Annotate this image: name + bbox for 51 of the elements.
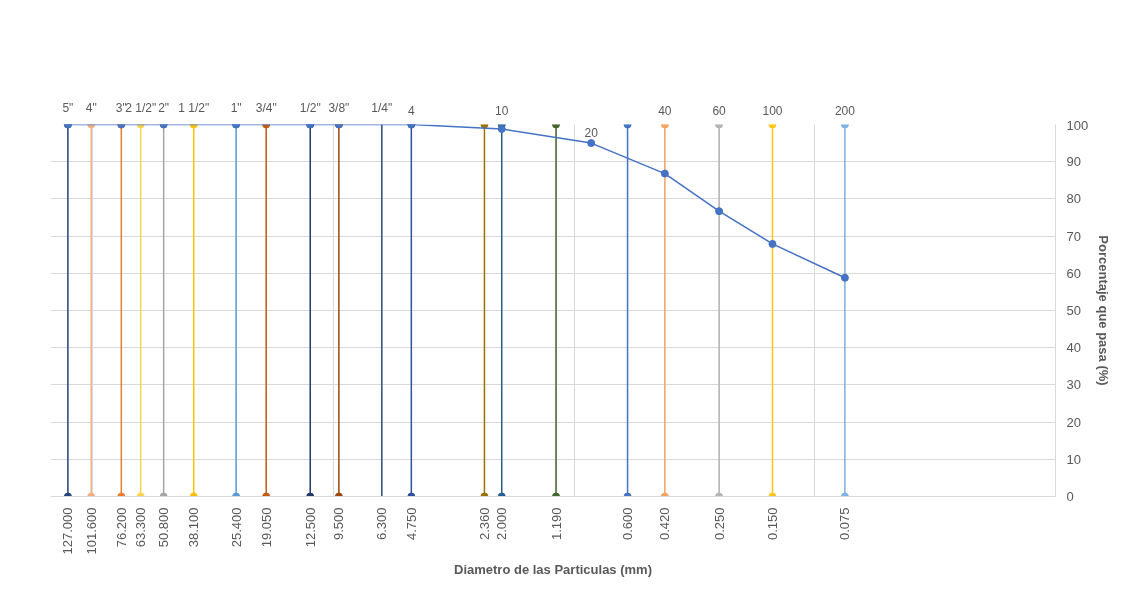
y-tick-label: 70 (1066, 228, 1081, 244)
annotation: 2" (158, 100, 170, 115)
x-tick-label: 9.500 (331, 507, 347, 541)
y-axis-title: Porcentaje que pasa (%) (1096, 235, 1112, 386)
y-tick-label: 10 (1066, 451, 1081, 467)
x-tick-label: 2.000 (494, 507, 510, 541)
y-tick-label: 100 (1066, 117, 1089, 133)
x-tick-label: 1.190 (548, 507, 564, 541)
y-tick-label: 40 (1066, 340, 1081, 356)
annotation: 200 (834, 103, 856, 118)
annotation: 4 (408, 103, 415, 118)
x-tick-label: 4.750 (403, 507, 419, 541)
x-tick-label: 50.800 (156, 507, 172, 548)
annotation: 1/2" (299, 100, 321, 115)
x-tick-label: 0.600 (620, 507, 636, 541)
y-tick-label: 60 (1066, 265, 1081, 281)
annotation: 5" (62, 100, 74, 115)
x-tick-label: 101.600 (83, 507, 99, 555)
x-tick-label: 25.400 (228, 507, 244, 548)
x-tick-label: 12.500 (302, 507, 318, 548)
x-tick-label: 76.200 (113, 507, 129, 548)
annotation: 1 1/2" (178, 100, 210, 115)
annotation: 100 (762, 103, 783, 118)
annotation: 60 (712, 103, 727, 118)
y-tick-label: 20 (1066, 414, 1081, 430)
annotation: 10 (495, 103, 509, 118)
x-tick-label: 2.360 (476, 507, 492, 541)
annotation: 3/8" (328, 100, 350, 115)
x-tick-label: 0.075 (837, 507, 853, 541)
x-tick-label: 63.300 (133, 507, 149, 548)
annotation: 4" (85, 100, 97, 115)
annotation: 3/4" (255, 100, 277, 115)
x-tick-label: 127.000 (60, 507, 76, 555)
annotation: 1" (230, 100, 242, 115)
y-tick-label: 50 (1066, 303, 1081, 318)
y-tick-label: 90 (1066, 154, 1081, 170)
x-tick-label: 19.050 (258, 507, 274, 548)
y-tick-label: 0 (1066, 489, 1074, 504)
x-tick-label: 0.420 (657, 507, 673, 541)
annotation: 40 (658, 103, 672, 118)
x-tick-label: 0.150 (764, 507, 780, 541)
annotation: 3" (115, 100, 127, 115)
x-axis-title: Diametro de las Particulas (mm) (454, 562, 652, 578)
y-tick-label: 80 (1066, 191, 1081, 207)
x-tick-label: 38.100 (186, 507, 202, 548)
annotation: 1/4" (371, 100, 393, 115)
annotation: 2 1/2" (125, 100, 157, 115)
annotation: 20 (584, 126, 599, 141)
y-tick-label: 30 (1066, 377, 1081, 393)
x-tick-label: 0.250 (711, 507, 727, 541)
x-tick-label: 6.300 (374, 507, 390, 541)
